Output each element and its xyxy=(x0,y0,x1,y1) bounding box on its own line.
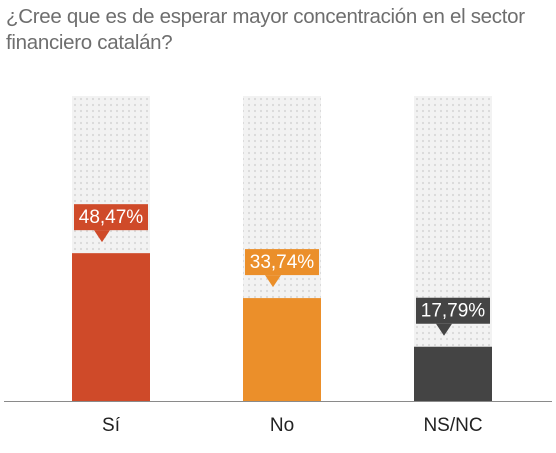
data-label-pointer xyxy=(94,230,110,243)
data-label-box xyxy=(245,249,319,276)
chart-title: ¿Cree que es de esperar mayor concentrac… xyxy=(6,5,525,54)
data-label: 17,79% xyxy=(421,301,486,322)
bar xyxy=(243,298,321,401)
data-label-pointer xyxy=(265,275,281,288)
data-label-box xyxy=(416,297,490,324)
data-label-box xyxy=(74,204,148,231)
category-label: No xyxy=(270,415,294,436)
data-label: 33,74% xyxy=(250,252,315,273)
data-label-pointer xyxy=(436,323,452,336)
category-label: Sí xyxy=(102,415,121,436)
data-label: 48,47% xyxy=(79,207,144,228)
bar xyxy=(72,253,150,401)
category-label: NS/NC xyxy=(423,415,482,436)
bar xyxy=(414,346,492,401)
